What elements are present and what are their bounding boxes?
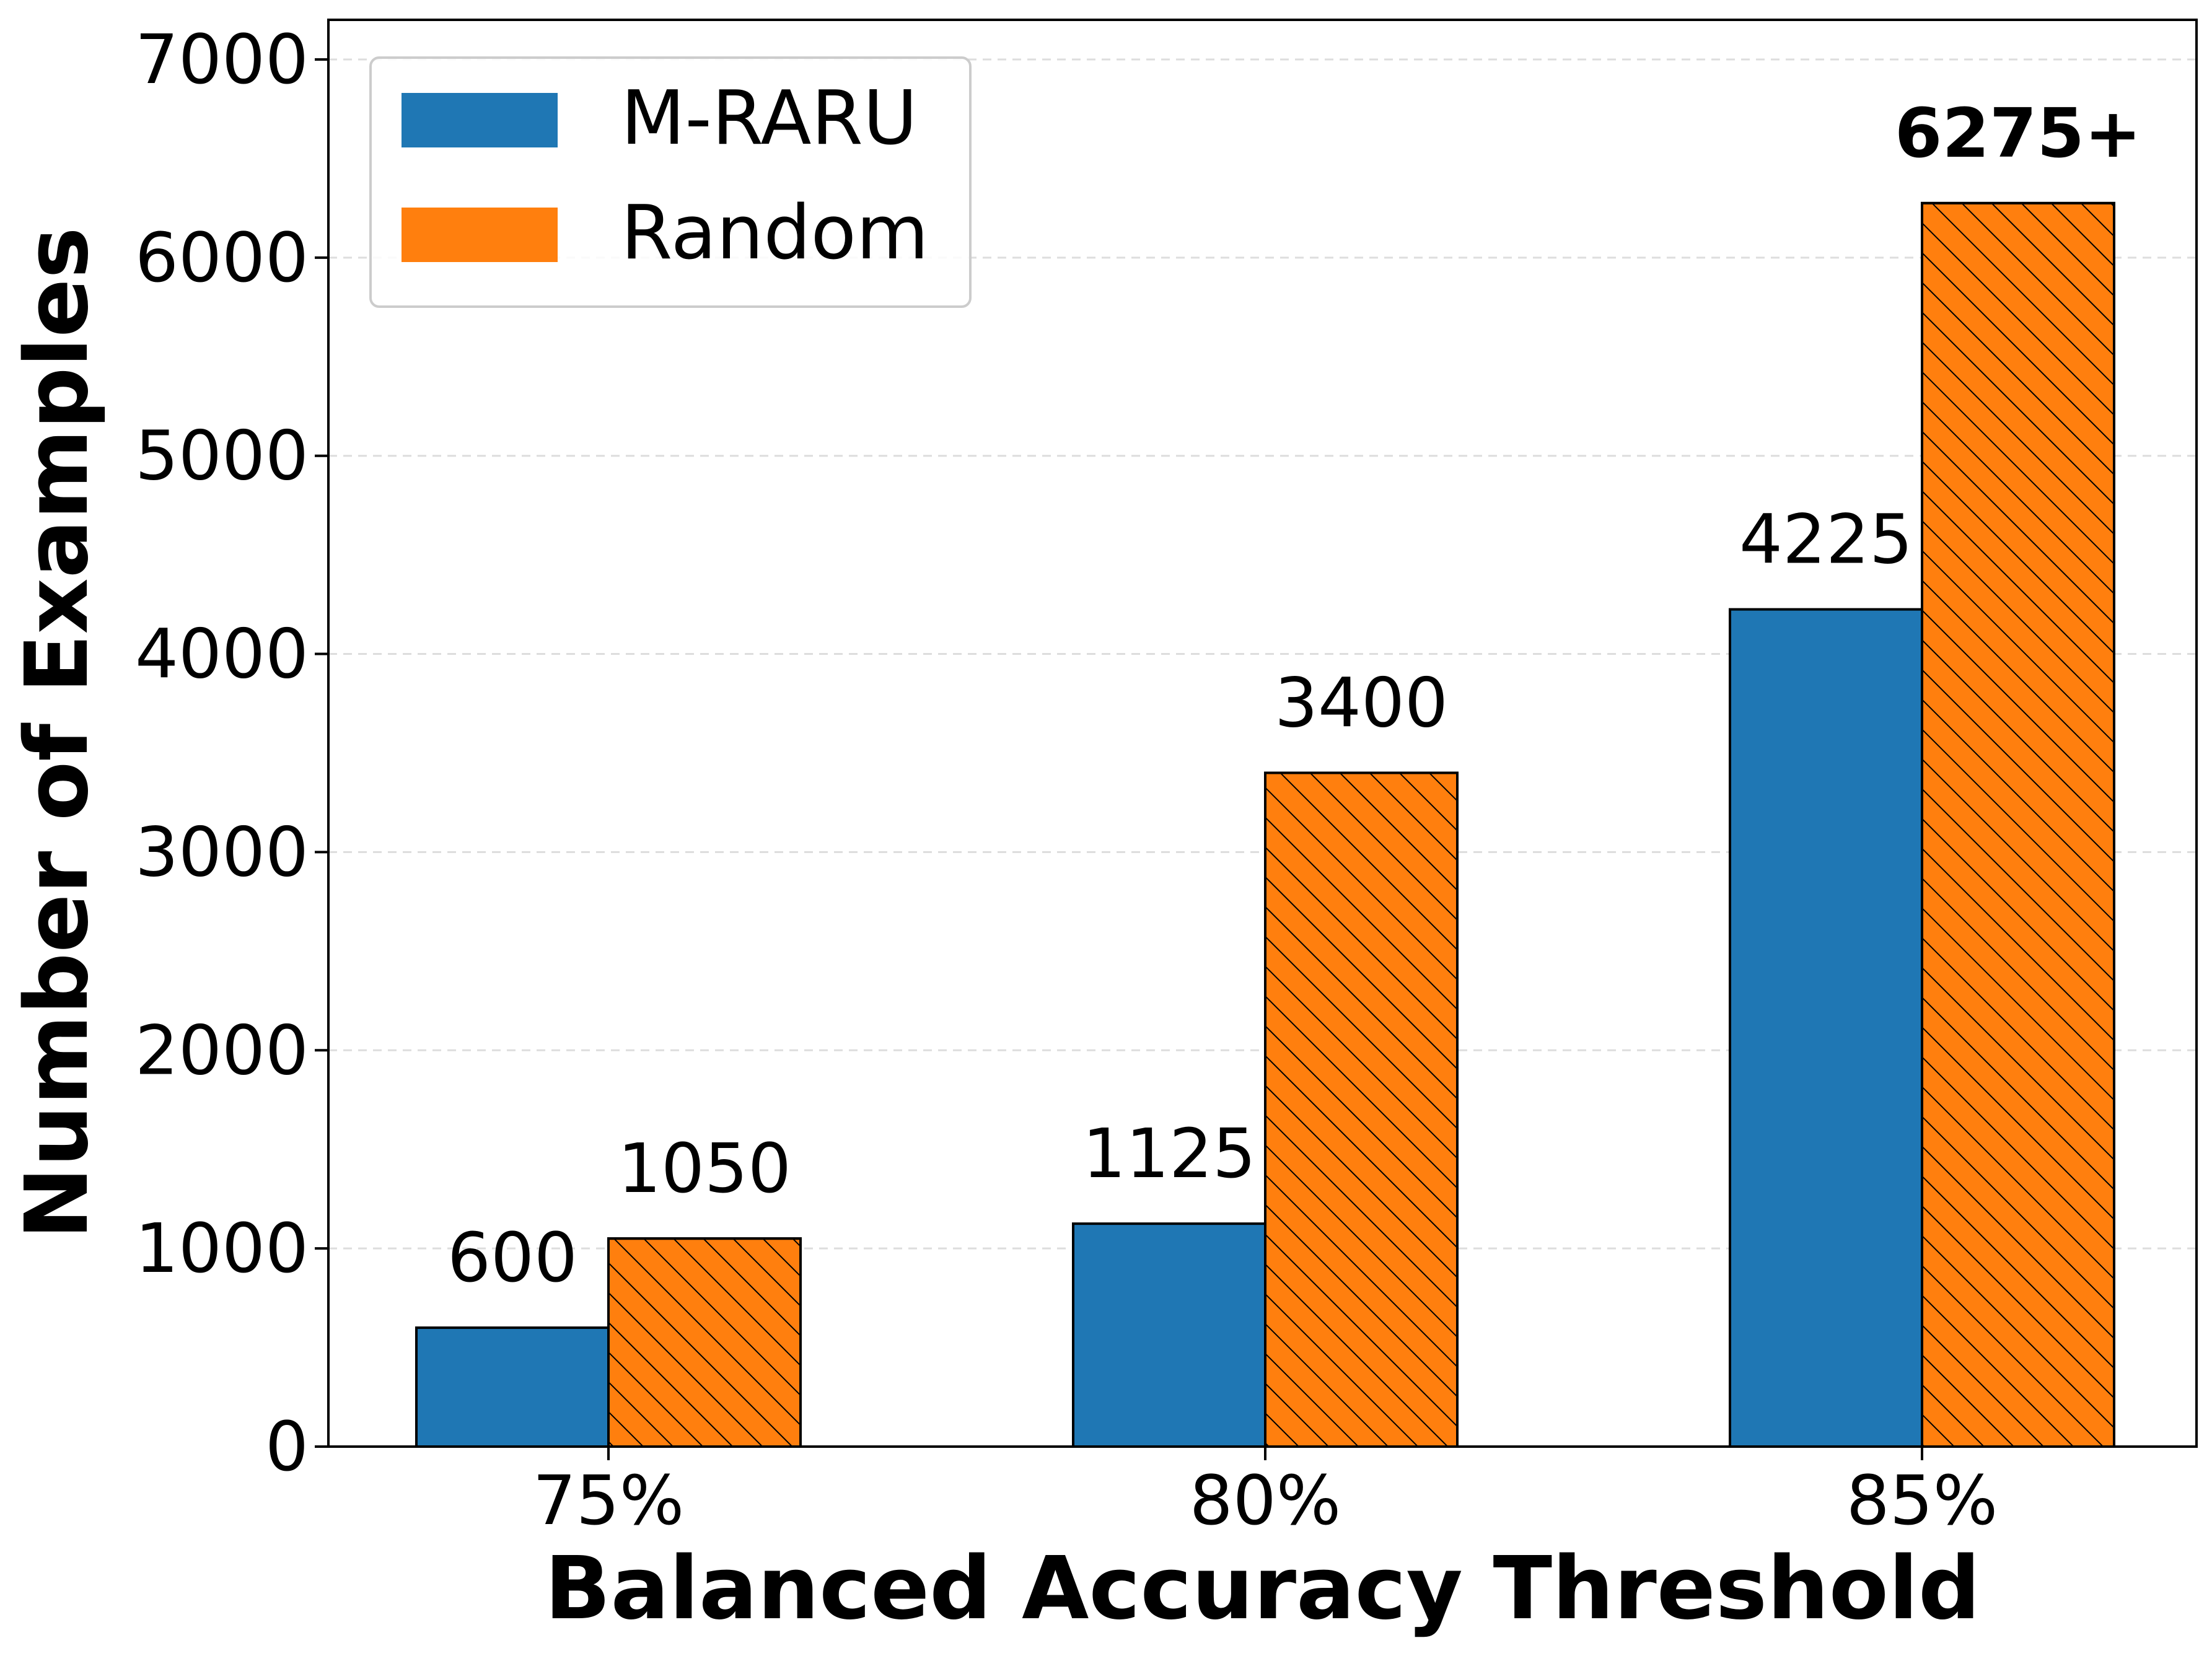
- y-tick-label: 3000: [135, 812, 309, 892]
- y-axis-title: Number of Examples: [7, 227, 108, 1239]
- y-tick-label: 2000: [135, 1010, 309, 1090]
- x-tick-label: 85%: [1846, 1461, 1998, 1540]
- y-tick-label: 5000: [135, 416, 309, 496]
- bar-value-label: 4225: [1739, 500, 1913, 579]
- y-tick-label: 4000: [135, 615, 309, 694]
- bar-m-raru: [1729, 608, 1923, 1448]
- bar-value-label: 600: [447, 1218, 577, 1297]
- plot-area-frame: [327, 19, 2198, 1448]
- legend-label: M-RARU: [621, 76, 918, 162]
- bar-hatch: [1264, 771, 1459, 1448]
- bar-value-label: 1050: [618, 1129, 791, 1208]
- y-tick-label: 7000: [135, 20, 309, 99]
- bar-labels: 600 1125 4225 1050 3400 6275+: [447, 94, 2141, 1297]
- x-tick-label: 75%: [533, 1461, 685, 1540]
- legend-swatch: [402, 93, 558, 147]
- bar-hatch: [1921, 201, 2115, 1448]
- bar-hatch: [607, 1237, 802, 1448]
- x-axis-title: Balanced Accuracy Threshold: [545, 1538, 1980, 1639]
- y-tick-label: 6000: [135, 218, 309, 297]
- bar-m-raru: [415, 1326, 610, 1448]
- legend-label: Random: [621, 190, 929, 276]
- bar-value-label: 6275+: [1895, 94, 2141, 173]
- bar-m-raru: [1072, 1222, 1266, 1448]
- legend: M-RARU Random: [369, 56, 972, 308]
- x-axis-ticks: 75% 80% 85%: [533, 1447, 1998, 1540]
- x-tick-label: 80%: [1190, 1461, 1341, 1540]
- bar-value-label: 1125: [1082, 1114, 1256, 1193]
- bars: [415, 201, 2115, 1448]
- legend-swatch: [402, 208, 558, 262]
- y-tick-label: 1000: [135, 1209, 309, 1288]
- bar-value-label: 3400: [1275, 663, 1448, 742]
- y-tick-label: 0: [265, 1407, 309, 1486]
- y-axis-ticks: 0 1000 2000 3000 4000 5000 6000 7000: [135, 20, 328, 1486]
